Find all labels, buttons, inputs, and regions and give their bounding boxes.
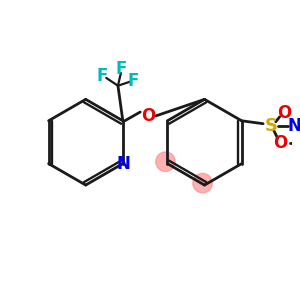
Text: S: S <box>264 117 278 135</box>
Text: F: F <box>128 72 139 90</box>
Circle shape <box>156 152 175 171</box>
Text: F: F <box>115 60 127 78</box>
Text: N: N <box>287 117 300 135</box>
Text: O: O <box>274 134 288 152</box>
Text: N: N <box>117 154 131 172</box>
Text: F: F <box>97 67 108 85</box>
Circle shape <box>193 173 212 193</box>
Text: O: O <box>278 104 292 122</box>
Text: O: O <box>141 107 155 125</box>
